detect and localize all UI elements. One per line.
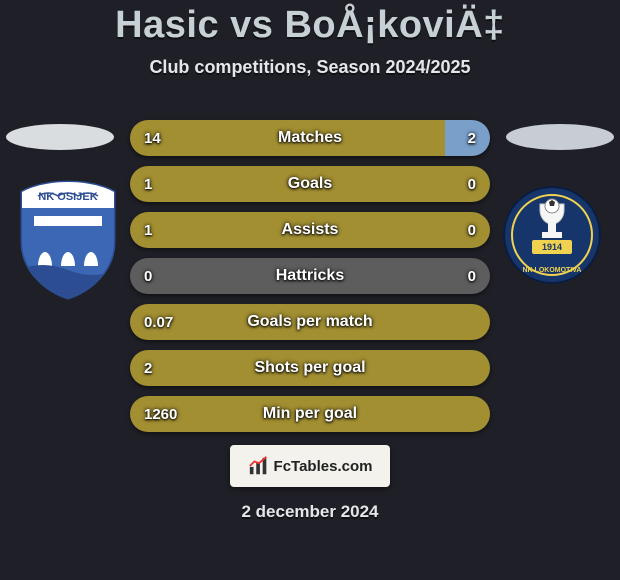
shield-icon: NK OSIJEK (18, 180, 118, 300)
stat-bar-right (445, 120, 490, 156)
club-badge-left: NK OSIJEK (18, 180, 118, 300)
chart-icon (248, 455, 270, 477)
comparison-date: 2 december 2024 (0, 502, 620, 522)
club-badge-right: 1914 NK LOKOMOTIVA (502, 180, 602, 300)
shield-icon: 1914 NK LOKOMOTIVA (502, 180, 602, 300)
stat-bar-left (130, 120, 445, 156)
stat-bar-left (130, 350, 490, 386)
fctables-label: FcTables.com (274, 458, 373, 475)
stat-row: Assists10 (130, 212, 490, 248)
stat-row: Min per goal1260 (130, 396, 490, 432)
accent-oval-right (506, 124, 614, 150)
svg-text:1914: 1914 (542, 242, 562, 252)
stat-row: Goals10 (130, 166, 490, 202)
page-title: Hasic vs BoÅ¡koviÄ‡ (0, 0, 620, 47)
comparison-card: Hasic vs BoÅ¡koviÄ‡ Club competitions, S… (0, 0, 620, 580)
stat-row: Hattricks00 (130, 258, 490, 294)
stat-bar-left (130, 212, 490, 248)
stats-column: Matches142 Goals10 Assists10 Hattricks00 Goa… (130, 120, 490, 442)
stat-bar-left (130, 258, 310, 294)
stat-row: Shots per goal2 (130, 350, 490, 386)
stat-bar-left (130, 304, 490, 340)
stat-row: Goals per match0.07 (130, 304, 490, 340)
stat-row: Matches142 (130, 120, 490, 156)
fctables-logo[interactable]: FcTables.com (230, 445, 390, 487)
svg-text:NK LOKOMOTIVA: NK LOKOMOTIVA (523, 267, 582, 274)
accent-oval-left (6, 124, 114, 150)
stat-bar-left (130, 166, 490, 202)
stat-bar-right (310, 258, 490, 294)
stat-bar-left (130, 396, 490, 432)
page-subtitle: Club competitions, Season 2024/2025 (0, 57, 620, 78)
